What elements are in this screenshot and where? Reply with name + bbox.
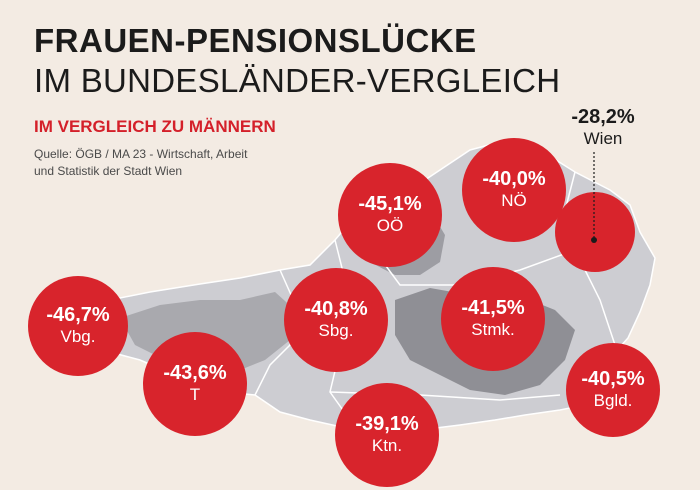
value-ooe: -45,1% xyxy=(358,193,422,215)
bubble-vbg: -46,7% Vbg. xyxy=(28,276,128,376)
value-sbg: -40,8% xyxy=(304,298,368,320)
label-stmk: Stmk. xyxy=(471,320,515,339)
bubble-ktn: -39,1% Ktn. xyxy=(335,383,439,487)
bubble-ooe: -45,1% OÖ xyxy=(338,163,442,267)
source-note: Quelle: ÖGB / MA 23 - Wirtschaft, Arbeit… xyxy=(34,147,248,178)
label-ktn: Ktn. xyxy=(371,436,403,455)
value-vbg: -46,7% xyxy=(46,304,110,326)
value-t: -43,6% xyxy=(163,362,227,384)
bubble-bgld: -40,5% Bgld. xyxy=(566,343,660,437)
bubble-wien xyxy=(555,192,635,272)
value-noe: -40,0% xyxy=(482,168,546,190)
label-t: T xyxy=(189,385,201,404)
label-noe: NÖ xyxy=(501,191,527,210)
bubble-sbg: -40,8% Sbg. xyxy=(284,268,388,372)
label-sbg: Sbg. xyxy=(318,321,354,340)
bubble-noe: -40,0% NÖ xyxy=(462,138,566,242)
value-ktn: -39,1% xyxy=(355,413,419,435)
label-wien: Wien xyxy=(583,129,623,148)
wien-label: -28,2% Wien xyxy=(548,106,658,150)
value-wien: -28,2% xyxy=(571,106,635,128)
bubble-stmk: -41,5% Stmk. xyxy=(441,267,545,371)
label-ooe: OÖ xyxy=(376,216,404,235)
label-vbg: Vbg. xyxy=(60,327,96,346)
label-bgld: Bgld. xyxy=(593,391,633,410)
value-stmk: -41,5% xyxy=(461,297,525,319)
title-line-2: IM BUNDESLÄNDER-VERGLEICH xyxy=(34,62,561,99)
value-bgld: -40,5% xyxy=(581,368,645,390)
subtitle: IM VERGLEICH ZU MÄNNERN xyxy=(34,117,276,136)
title-line-1: FRAUEN-PENSIONSLÜCKE xyxy=(34,22,477,59)
bubble-t: -43,6% T xyxy=(143,332,247,436)
